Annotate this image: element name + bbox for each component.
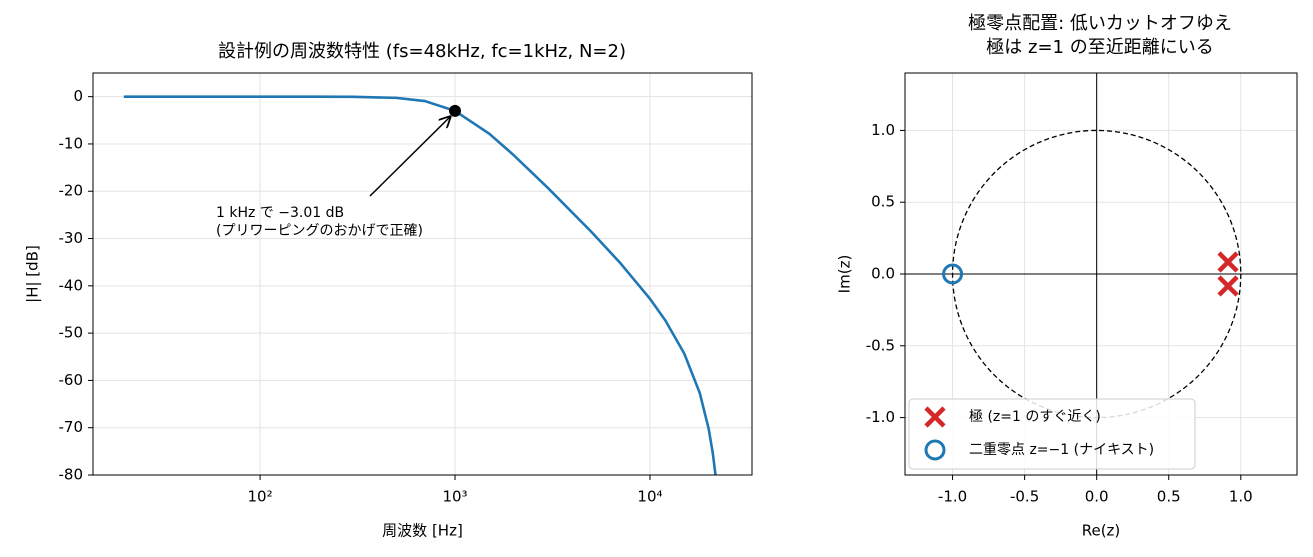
y-axis-label: Im(z): [836, 255, 854, 294]
plot-frame: [92, 72, 753, 476]
y-tick-label: -10: [59, 134, 84, 152]
pole-marker: [1217, 275, 1239, 297]
plot-area: [123, 95, 717, 475]
zero-marker: [942, 263, 964, 285]
x-tick-label: 1.0: [1229, 488, 1253, 506]
y-tick-label: -40: [59, 276, 84, 294]
x-tick-label: 0.0: [1085, 488, 1109, 506]
x-tick-label: 10⁴: [637, 488, 662, 506]
chart-title: 設計例の周波数特性 (fs=48kHz, fc=1kHz, N=2): [218, 41, 626, 62]
y-tick-label: -50: [59, 324, 84, 342]
y-tick-label: -20: [59, 182, 84, 200]
legend-swatch: [924, 406, 946, 428]
chart-title: 極零点配置: 低いカットオフゆえ: [968, 13, 1232, 34]
y-tick-label: 1.0: [871, 121, 895, 139]
x-axis-label: Re(z): [1082, 522, 1121, 540]
y-axis-label: |H| [dB]: [24, 245, 42, 303]
x-tick-label: 10²: [248, 488, 273, 506]
y-tick-label: -0.5: [866, 336, 895, 354]
x-tick-label: 10³: [442, 488, 467, 506]
x-tick-label: -0.5: [1010, 488, 1039, 506]
legend-label: 極 (z=1 のすぐ近く): [969, 409, 1101, 425]
x-tick-label: 0.5: [1157, 488, 1181, 506]
marker-point: [449, 104, 462, 117]
legend-label: 二重零点 z=−1 (ナイキスト): [969, 442, 1154, 458]
legend-box: [908, 398, 1196, 470]
x-axis-label: 周波数 [Hz]: [382, 522, 463, 540]
line-series: [123, 95, 717, 475]
plot-frame: [904, 72, 1298, 476]
legend-swatch: [924, 439, 946, 461]
annotation-arrow: [369, 116, 451, 197]
y-tick-label: 0.0: [871, 265, 895, 283]
x-tick-label: -1.0: [938, 488, 967, 506]
annotation: 1 kHz で −3.01 dB: [216, 205, 344, 221]
annotation: (プリワーピングのおかげで正確): [216, 223, 423, 239]
y-tick-label: -30: [59, 229, 84, 247]
y-tick-label: -70: [59, 418, 84, 436]
y-tick-label: -80: [59, 466, 84, 484]
pole-marker: [1217, 251, 1239, 273]
chart-title: 極は z=1 の至近距離にいる: [986, 37, 1213, 58]
y-tick-label: 0: [73, 87, 83, 105]
y-tick-label: 0.5: [871, 193, 895, 211]
legend-marker: [924, 406, 946, 428]
y-tick-label: -1.0: [866, 408, 895, 426]
y-tick-label: -60: [59, 371, 84, 389]
legend-marker: [924, 439, 946, 461]
